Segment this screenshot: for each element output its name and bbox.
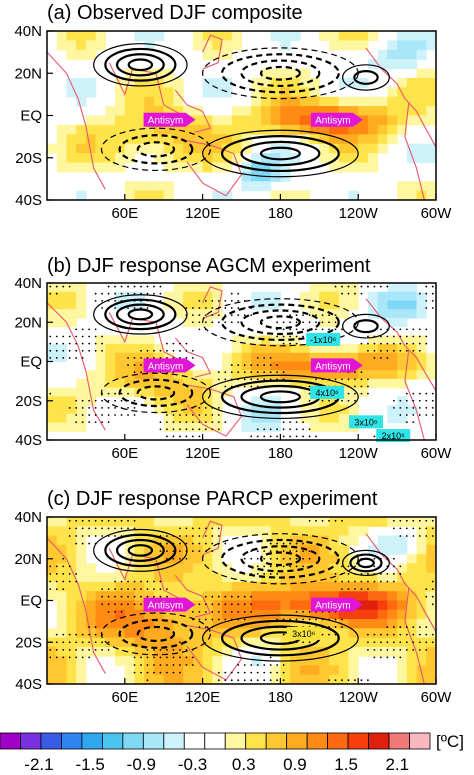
x-tick-label: 120E bbox=[185, 445, 220, 462]
panel-b: (b) DJF response AGCM experiment Antisym A… bbox=[14, 255, 452, 462]
y-tick-label: EQ bbox=[20, 593, 42, 610]
colorbar-segment bbox=[81, 732, 103, 750]
colorbar-segment bbox=[368, 732, 390, 750]
panel-title: (a) Observed DJF composite bbox=[47, 2, 303, 24]
contours bbox=[93, 294, 390, 420]
colorbar-unit: [ºC] bbox=[436, 732, 464, 751]
antisym-arrow bbox=[143, 112, 196, 127]
x-tick-label: 60W bbox=[421, 205, 453, 222]
panel-a: (a) Observed DJF composite Antisym Antisym… bbox=[14, 2, 452, 222]
x-tick-label: 60W bbox=[421, 689, 453, 706]
x-tick-label: 120W bbox=[339, 205, 379, 222]
contour-label: 4x10⁶ bbox=[315, 388, 339, 398]
y-tick-label: 20N bbox=[14, 551, 42, 568]
colorbar-segment bbox=[388, 732, 410, 750]
y-tick-label: 20N bbox=[14, 65, 42, 82]
x-tick-label: 120E bbox=[185, 689, 220, 706]
antisym-label: Antisym bbox=[148, 601, 184, 612]
contour-label: -1x10⁶ bbox=[310, 335, 337, 345]
contour-label-box bbox=[286, 626, 321, 640]
antisym-label: Antisym bbox=[148, 116, 184, 127]
antisym-label: Antisym bbox=[315, 601, 351, 612]
x-tick-label: 120E bbox=[185, 205, 220, 222]
colorbar-segment bbox=[286, 732, 308, 750]
colorbar-segment bbox=[61, 732, 83, 750]
antisym-arrow bbox=[310, 358, 363, 373]
contours bbox=[93, 43, 390, 178]
colorbar-tick-label: 1.5 bbox=[334, 755, 358, 774]
contour-label-box bbox=[376, 429, 411, 443]
x-tick-label: 180 bbox=[268, 445, 293, 462]
contour-label: 3x10⁶ bbox=[292, 629, 316, 639]
colorbar-tick-label: 0.3 bbox=[232, 755, 256, 774]
contour-label: 3x10⁶ bbox=[354, 417, 378, 427]
colorbar-segment bbox=[409, 732, 431, 750]
antisym-arrow bbox=[310, 112, 363, 127]
colorbar-segment bbox=[40, 732, 62, 750]
coastlines bbox=[47, 286, 436, 440]
x-tick-label: 180 bbox=[268, 689, 293, 706]
coastlines bbox=[47, 520, 436, 684]
colorbar-segment bbox=[122, 732, 144, 750]
colorbar-segment bbox=[142, 732, 165, 750]
x-tick-label: 60E bbox=[111, 445, 138, 462]
antisym-label: Antisym bbox=[315, 361, 351, 372]
y-tick-label: 20S bbox=[15, 150, 42, 167]
colorbar-segment bbox=[327, 732, 349, 750]
colorbar: -2.1 -1.5 -0.9 -0.3 0.3 0.9 1.5 2.1 [ºC] bbox=[0, 732, 464, 774]
x-tick-label: 180 bbox=[268, 205, 293, 222]
colorbar-tick-label: 0.9 bbox=[283, 755, 307, 774]
colorbar-segment bbox=[20, 732, 42, 750]
antisym-arrow bbox=[143, 358, 196, 373]
colorbar-segment bbox=[347, 732, 369, 750]
panel-title: (c) DJF response PARCP experiment bbox=[47, 488, 378, 510]
coastlines bbox=[47, 34, 436, 200]
antisym-label: Antisym bbox=[148, 361, 184, 372]
colorbar-segment bbox=[101, 732, 124, 750]
colorbar-segment bbox=[0, 732, 21, 750]
x-tick-label: 120W bbox=[339, 445, 379, 462]
y-tick-label: 40N bbox=[14, 275, 42, 292]
y-tick-label: EQ bbox=[20, 108, 42, 125]
x-tick-label: 60E bbox=[111, 205, 138, 222]
panel-title: (b) DJF response AGCM experiment bbox=[47, 255, 371, 277]
colorbar-segment bbox=[306, 732, 329, 750]
colorbar-segment bbox=[163, 732, 185, 750]
contour-label-box bbox=[348, 415, 383, 429]
colorbar-segment bbox=[224, 732, 247, 750]
antisym-label: Antisym bbox=[315, 116, 351, 127]
y-tick-label: 40S bbox=[15, 432, 42, 449]
colorbar-tick-label: 2.1 bbox=[385, 755, 409, 774]
x-tick-label: 60E bbox=[111, 689, 138, 706]
y-tick-label: 20N bbox=[14, 314, 42, 331]
panel-c: (c) DJF response PARCP experiment Antisym… bbox=[14, 488, 452, 706]
contour-label-box bbox=[306, 332, 341, 346]
x-tick-label: 120W bbox=[339, 689, 379, 706]
y-tick-label: 40S bbox=[15, 192, 42, 209]
colorbar-tick-label: -0.3 bbox=[178, 755, 207, 774]
y-tick-label: 40N bbox=[14, 509, 42, 526]
y-tick-label: 20S bbox=[15, 634, 42, 651]
colorbar-segment bbox=[245, 732, 267, 750]
contour-label-box bbox=[310, 385, 345, 399]
y-tick-label: 40N bbox=[14, 23, 42, 40]
y-tick-label: EQ bbox=[20, 354, 42, 371]
colorbar-tick-label: -2.1 bbox=[24, 755, 53, 774]
colorbar-tick-label: -0.9 bbox=[127, 755, 156, 774]
colorbar-segment bbox=[183, 732, 206, 750]
x-tick-label: 60W bbox=[421, 445, 453, 462]
contour-label: 2x10⁶ bbox=[382, 431, 406, 441]
contours bbox=[93, 528, 390, 662]
y-tick-label: 40S bbox=[15, 676, 42, 693]
stippling bbox=[49, 285, 434, 438]
colorbar-segment bbox=[204, 732, 226, 750]
antisym-arrow bbox=[143, 597, 196, 612]
y-tick-label: 20S bbox=[15, 393, 42, 410]
antisym-arrow bbox=[310, 597, 363, 612]
colorbar-segment bbox=[265, 732, 288, 750]
colorbar-tick-label: -1.5 bbox=[75, 755, 104, 774]
